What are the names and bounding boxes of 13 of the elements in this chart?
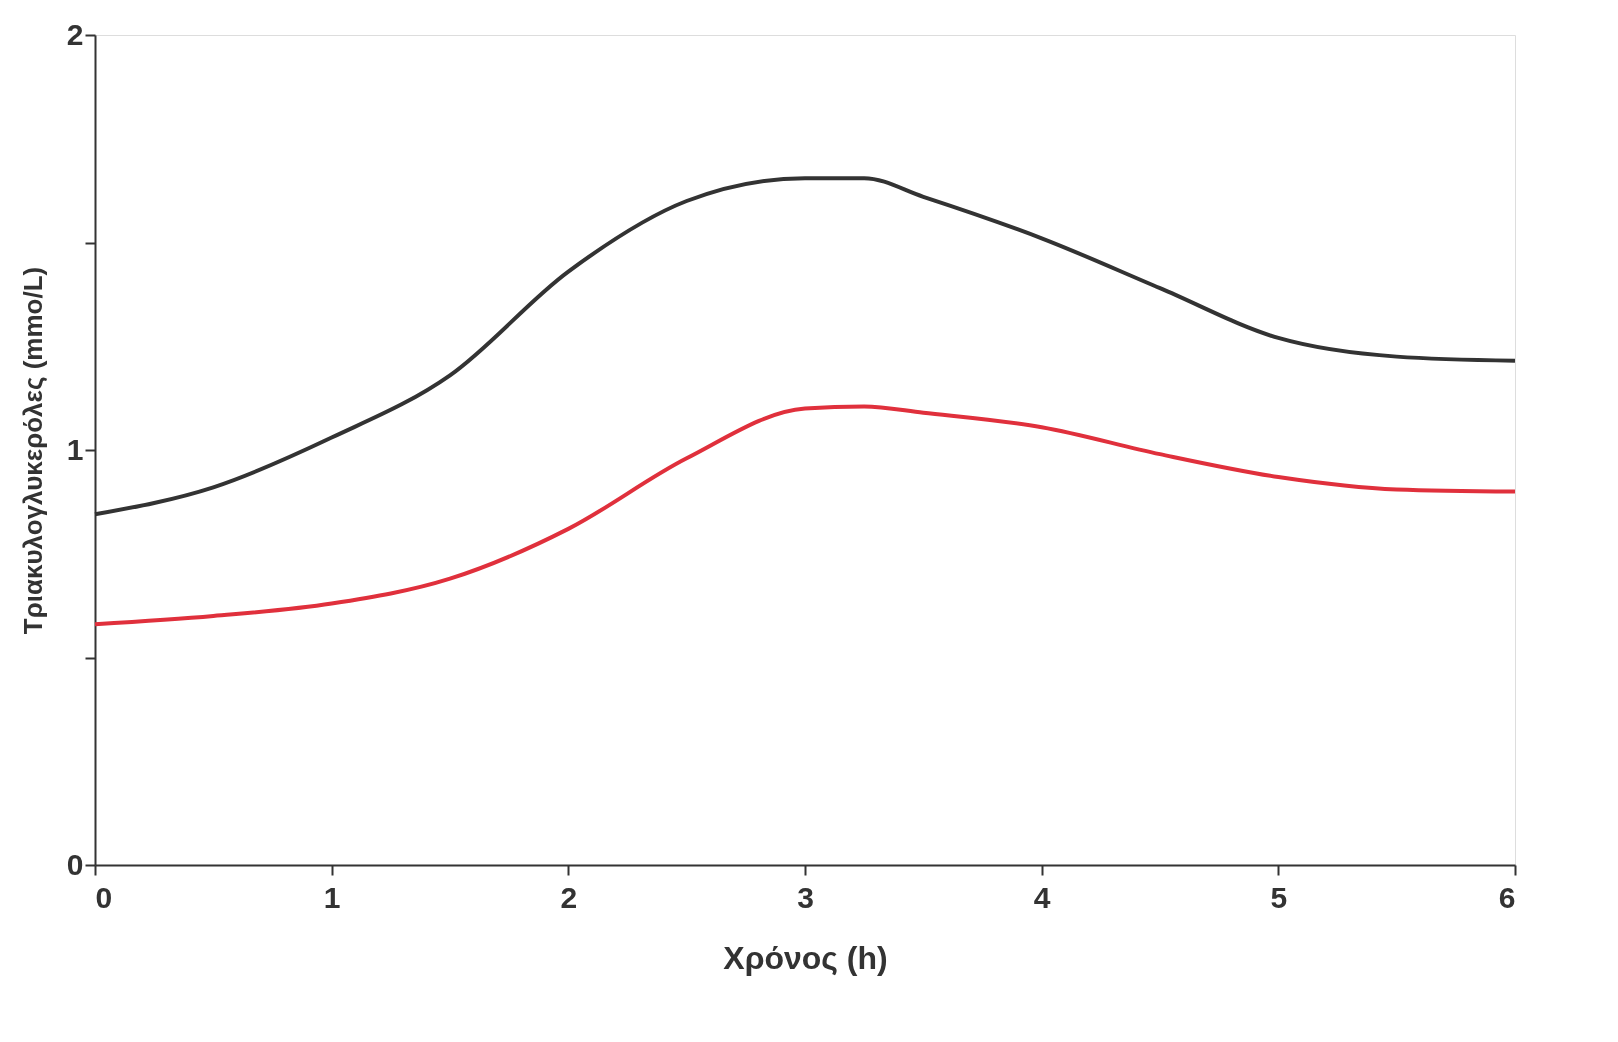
y-tick-label: 2 (66, 17, 84, 51)
y-axis-title: Τριακυλογλυκερόλες (mmo/L) (17, 266, 48, 635)
x-tick-label: 2 (560, 880, 578, 914)
y-tick-label: 0 (66, 847, 84, 881)
line-series (93, 404, 1517, 627)
y-tick-label: 1 (66, 432, 84, 466)
x-tick-label: 5 (1270, 880, 1288, 914)
x-tick-label: 3 (797, 880, 814, 914)
x-axis-title: Χρόνος (h) (723, 939, 888, 976)
x-tick-label: 1 (323, 880, 341, 914)
x-tick-label: 0 (95, 880, 113, 914)
x-tick-label: 4 (1033, 880, 1051, 914)
x-tick-label: 6 (1498, 880, 1516, 914)
